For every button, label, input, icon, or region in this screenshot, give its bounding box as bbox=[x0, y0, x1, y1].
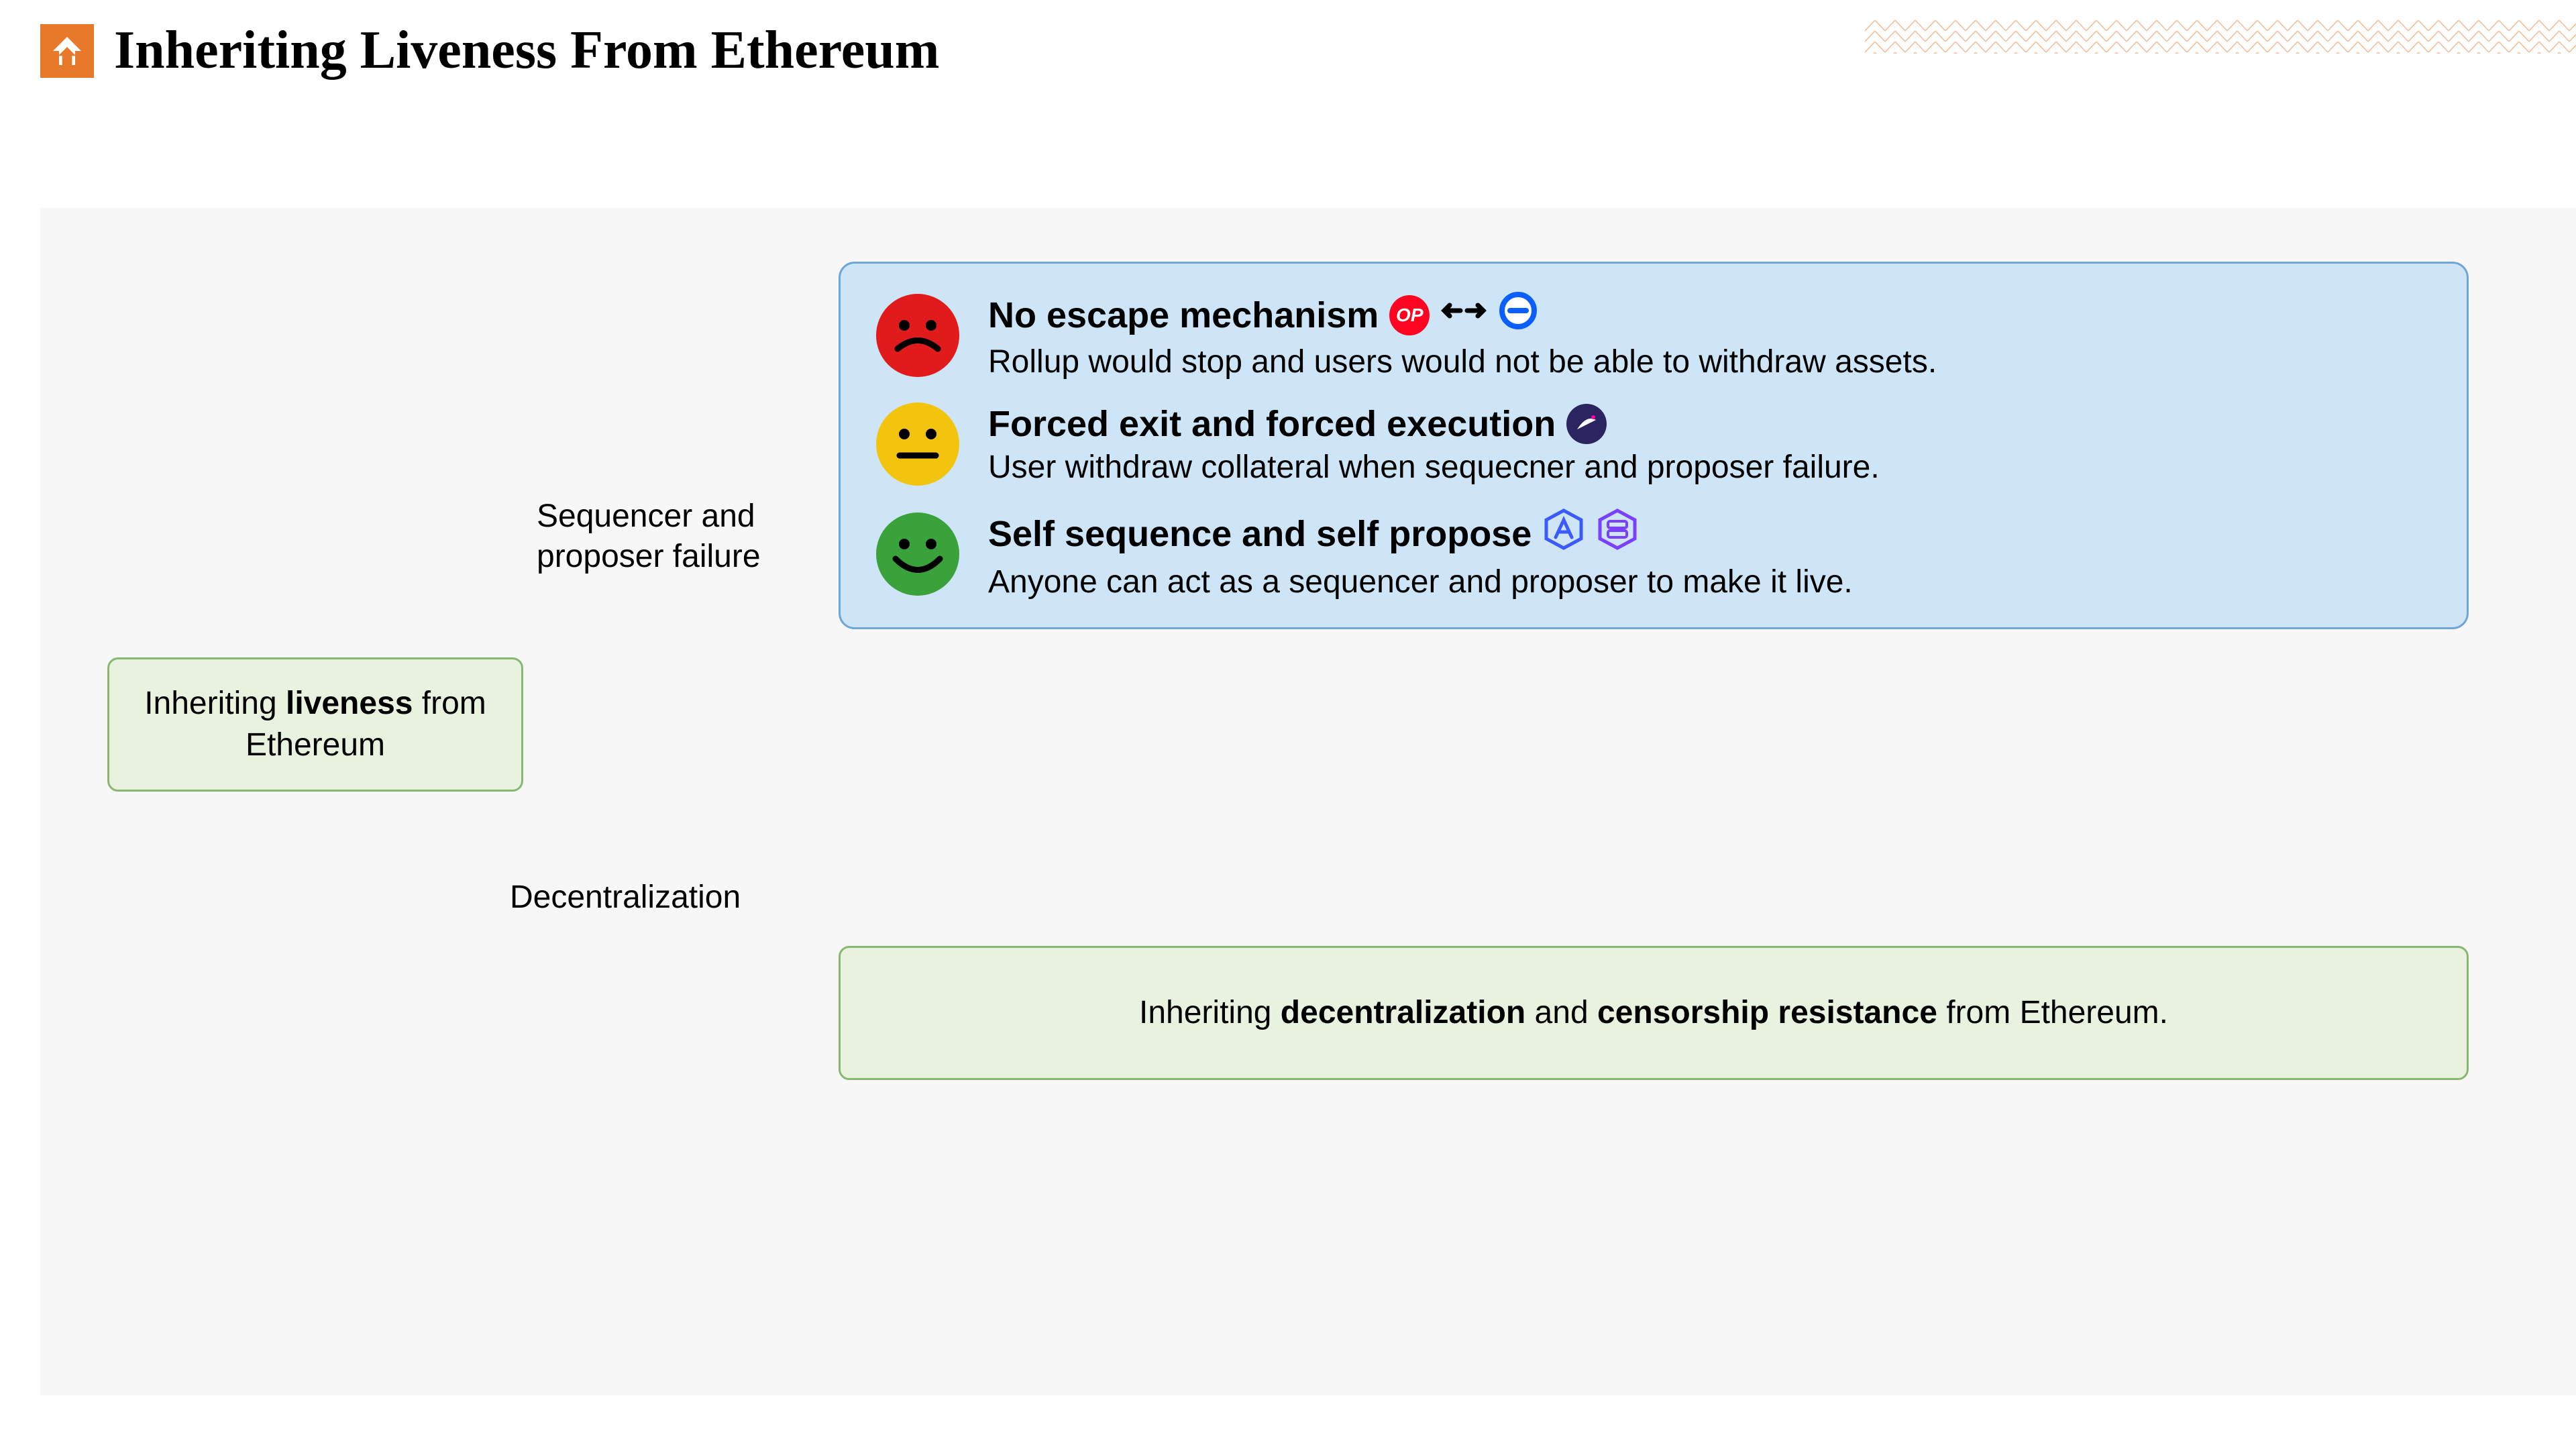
swap-arrows-icon bbox=[1440, 290, 1487, 339]
mechanism-desc: User withdraw collateral when sequecner … bbox=[988, 449, 2433, 486]
decorative-pattern bbox=[1865, 20, 2576, 54]
mechanism-desc: Rollup would stop and users would not be… bbox=[988, 343, 2433, 380]
decentralization-node: Inheriting decentralization and censorsh… bbox=[839, 946, 2469, 1080]
op-badge-icon: OP bbox=[1389, 295, 1430, 335]
logo-icon bbox=[40, 24, 94, 78]
mechanism-row: Forced exit and forced execution User wi… bbox=[874, 400, 2433, 488]
mechanism-title: Self sequence and self propose bbox=[988, 513, 1532, 555]
hex-b-icon bbox=[1596, 508, 1639, 559]
edges-layer bbox=[40, 208, 241, 309]
diagram-canvas: Sequencer and proposer failure Decentral… bbox=[40, 208, 2576, 1395]
edge-label-top: Sequencer and proposer failure bbox=[537, 496, 761, 577]
mechanism-title: No escape mechanism bbox=[988, 294, 1379, 336]
swirl-badge-icon bbox=[1566, 404, 1607, 444]
source-node: Inheriting liveness from Ethereum bbox=[107, 657, 523, 792]
mechanism-row: No escape mechanism OP Rollup would stop… bbox=[874, 290, 2433, 380]
mechanisms-box: No escape mechanism OP Rollup would stop… bbox=[839, 262, 2469, 629]
page-title: Inheriting Liveness From Ethereum bbox=[114, 20, 939, 81]
happy-face-icon bbox=[874, 511, 961, 598]
mechanism-row: Self sequence and self propose Anyone ca… bbox=[874, 508, 2433, 600]
hex-a-icon bbox=[1542, 508, 1585, 559]
mechanism-title: Forced exit and forced execution bbox=[988, 403, 1556, 445]
sad-face-icon bbox=[874, 292, 961, 379]
circle-minus-icon bbox=[1498, 290, 1538, 339]
neutral-face-icon bbox=[874, 400, 961, 488]
mechanism-desc: Anyone can act as a sequencer and propos… bbox=[988, 564, 2433, 600]
edge-label-bottom: Decentralization bbox=[510, 879, 741, 916]
